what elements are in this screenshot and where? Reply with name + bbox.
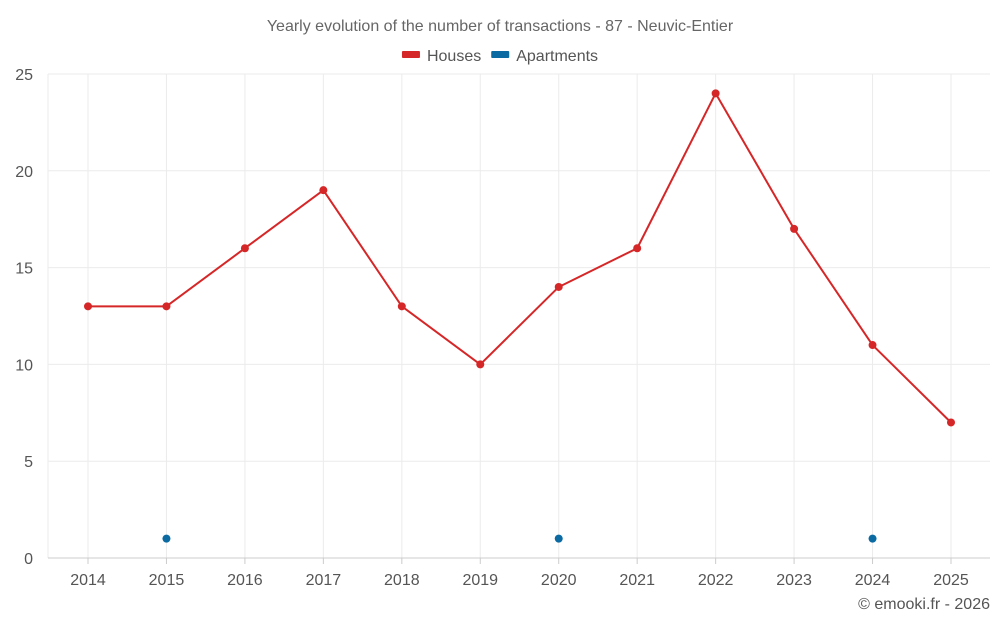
labels: Yearly evolution of the number of transa… xyxy=(267,18,734,35)
houses-point-2024[interactable] xyxy=(868,341,877,350)
houses-point-2019[interactable] xyxy=(476,360,485,369)
x-tick-label: 2021 xyxy=(619,572,655,589)
y-tick-label: 5 xyxy=(24,454,33,471)
apartments-point-2015[interactable] xyxy=(162,534,171,543)
legend-swatch-apartments xyxy=(491,51,510,58)
y-tick-label: 10 xyxy=(15,357,33,374)
houses-point-2023[interactable] xyxy=(790,224,799,233)
houses-point-2021[interactable] xyxy=(633,244,642,253)
houses-point-2025[interactable] xyxy=(947,418,955,427)
series-apartments xyxy=(162,534,877,543)
legend-label-houses: Houses xyxy=(427,48,481,65)
x-tick-label: 2017 xyxy=(306,572,342,589)
x-tick-label: 2024 xyxy=(855,572,891,589)
y-tick-label: 25 xyxy=(15,67,33,84)
series-houses xyxy=(84,89,955,427)
legend: Houses Apartments xyxy=(401,48,598,65)
apartments-point-2024[interactable] xyxy=(868,534,877,543)
credit-text: © emooki.fr - 2026 xyxy=(858,596,990,613)
y-tick-label: 0 xyxy=(24,551,33,568)
x-tick-label: 2014 xyxy=(70,572,106,589)
x-tick-label: 2023 xyxy=(776,572,812,589)
houses-point-2017[interactable] xyxy=(319,186,328,195)
legend-label-apartments: Apartments xyxy=(516,48,598,65)
x-tick-label: 2018 xyxy=(384,572,420,589)
houses-point-2016[interactable] xyxy=(240,244,249,253)
x-tick-label: 2015 xyxy=(149,572,185,589)
houses-point-2018[interactable] xyxy=(397,302,406,311)
x-tick-label: 2022 xyxy=(698,572,734,589)
houses-point-2015[interactable] xyxy=(162,302,171,311)
houses-point-2014[interactable] xyxy=(84,302,92,311)
x-tick-label: 2019 xyxy=(462,572,498,589)
apartments-point-2020[interactable] xyxy=(554,534,563,543)
y-tick-label: 20 xyxy=(15,164,33,181)
legend-swatch-houses xyxy=(401,51,420,58)
x-tick-label: 2020 xyxy=(541,572,577,589)
houses-point-2020[interactable] xyxy=(554,282,563,291)
y-tick-label: 15 xyxy=(15,261,33,278)
grid xyxy=(48,73,990,558)
x-tick-label: 2016 xyxy=(227,572,263,589)
series-layer xyxy=(84,89,955,543)
x-tick-label: 2025 xyxy=(933,572,969,589)
houses-point-2022[interactable] xyxy=(711,89,720,98)
legend-item-houses[interactable]: Houses xyxy=(401,48,481,65)
chart-title: Yearly evolution of the number of transa… xyxy=(267,18,734,35)
legend-item-apartments[interactable]: Apartments xyxy=(491,48,598,65)
houses-series-line xyxy=(88,92,952,424)
